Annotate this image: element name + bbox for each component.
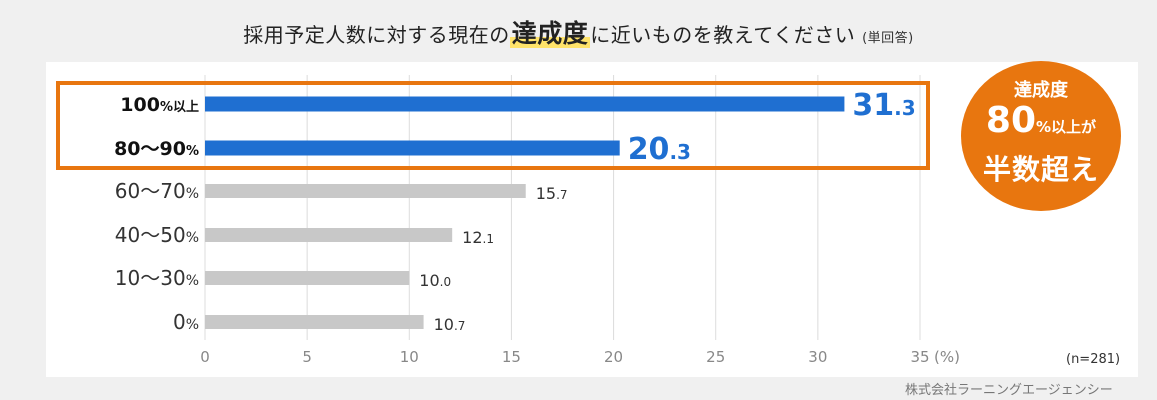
chart-title: 採用予定人数に対する現在の達成度 に近いものを教えてください (単回答)	[0, 14, 1157, 50]
title-note: (単回答)	[862, 31, 914, 46]
badge-line1: 達成度	[1014, 80, 1068, 101]
title-suffix: に近いものを教えてください	[590, 23, 856, 47]
x-tick-label: 30	[808, 348, 827, 366]
category-label: 80〜90%	[114, 138, 199, 160]
bar	[205, 228, 453, 242]
x-tick-label: 5	[302, 348, 312, 366]
category-label: 0%	[173, 310, 199, 334]
x-tick-label: 20	[604, 348, 623, 366]
value-label: 10.0	[419, 271, 451, 290]
x-unit-label: (%)	[934, 348, 960, 366]
category-label: 40〜50%	[115, 223, 199, 247]
value-label: 31.3	[852, 88, 915, 123]
title-prefix: 採用予定人数に対する現在の	[243, 23, 510, 47]
source-credit: 株式会社ラーニングエージェンシー	[905, 383, 1113, 398]
x-tick-label: 15	[502, 348, 521, 366]
sample-size-note: (n=281)	[1066, 352, 1121, 367]
x-tick-label: 25	[706, 348, 725, 366]
highlight-frame	[56, 81, 930, 170]
value-label: 20.3	[628, 132, 691, 167]
title-highlight: 達成度	[509, 19, 591, 48]
value-label: 12.1	[462, 228, 494, 247]
badge-percent-suffix: %以上が	[1036, 118, 1097, 136]
category-label: 10〜30%	[115, 266, 199, 290]
bar	[205, 184, 526, 198]
bar	[205, 271, 410, 285]
x-tick-label: 0	[200, 348, 210, 366]
bar	[205, 96, 845, 112]
x-tick-label: 35	[910, 348, 929, 366]
category-label: 100%以上	[120, 94, 199, 116]
value-label: 15.7	[536, 184, 568, 203]
x-tick-label: 10	[400, 348, 419, 366]
badge-line3: 半数超え	[982, 153, 1099, 186]
value-label: 10.7	[434, 315, 466, 334]
category-label: 60〜70%	[115, 179, 199, 203]
badge-percent-number: 80	[985, 100, 1037, 141]
badge-line2: 80%以上が	[962, 100, 1120, 141]
achievement-badge: 達成度 80%以上が 半数超え	[962, 62, 1120, 210]
bar	[205, 315, 424, 329]
bar	[205, 140, 620, 156]
